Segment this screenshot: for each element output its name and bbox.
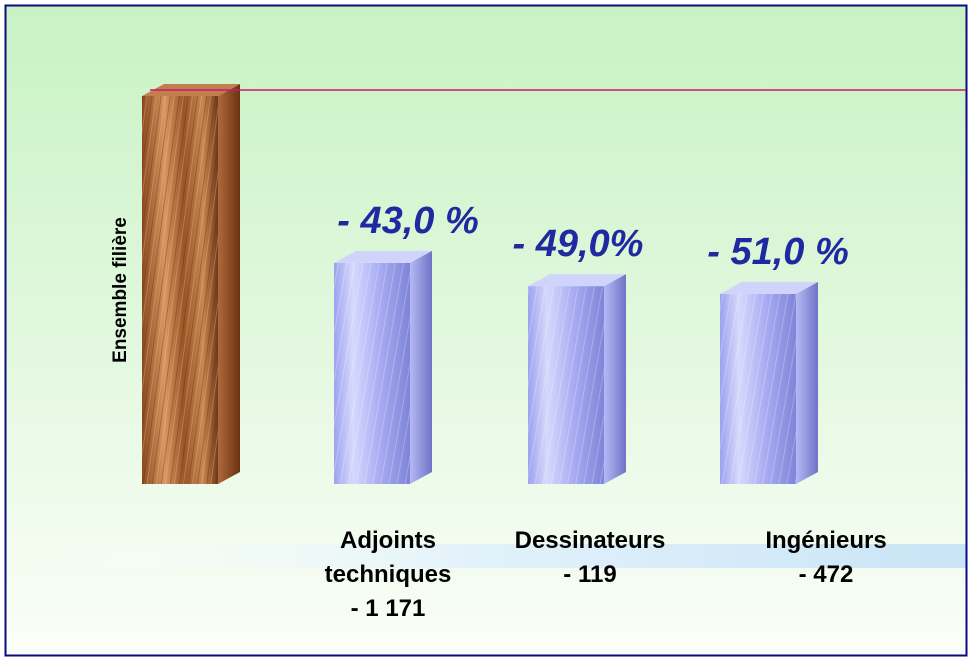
category-bar-1 — [334, 250, 432, 484]
reference-bar-grain — [142, 96, 218, 484]
category-bar-3-side — [796, 281, 818, 484]
count-label-1: - 1 171 — [351, 595, 426, 622]
reference-bar-side — [218, 84, 240, 484]
category-bar-3-grain — [720, 293, 796, 484]
category-bar-2-grain — [528, 286, 604, 484]
percent-label-1: - 43,0 % — [337, 200, 479, 242]
reference-bar-label: Ensemble filière — [110, 217, 131, 363]
category-label-1: Adjoints — [340, 527, 436, 554]
percent-label-2: - 49,0% — [513, 223, 644, 265]
category-bar-1-grain — [334, 262, 410, 484]
category-bar-3-top — [720, 281, 818, 294]
chart-frame — [4, 4, 968, 657]
category-bar-1-top — [334, 250, 432, 263]
category-label-3: Ingénieurs — [765, 527, 886, 554]
bars-layer — [142, 84, 818, 484]
category-label-1: techniques — [325, 561, 452, 588]
category-bar-1-side — [410, 250, 432, 484]
decorative-band — [6, 544, 966, 568]
category-label-2: Dessinateurs — [515, 527, 666, 554]
category-bar-2-top — [528, 274, 626, 287]
category-bar-2-side — [604, 274, 626, 484]
category-bar-3 — [720, 281, 818, 484]
count-label-3: - 472 — [799, 561, 854, 588]
labels-layer: Ensemble filière - 43,0 % Adjoints techniqu… — [110, 200, 887, 622]
reference-bar — [142, 84, 240, 484]
percent-label-3: - 51,0 % — [707, 231, 849, 273]
category-bar-2 — [528, 274, 626, 484]
count-label-2: - 119 — [563, 561, 616, 588]
